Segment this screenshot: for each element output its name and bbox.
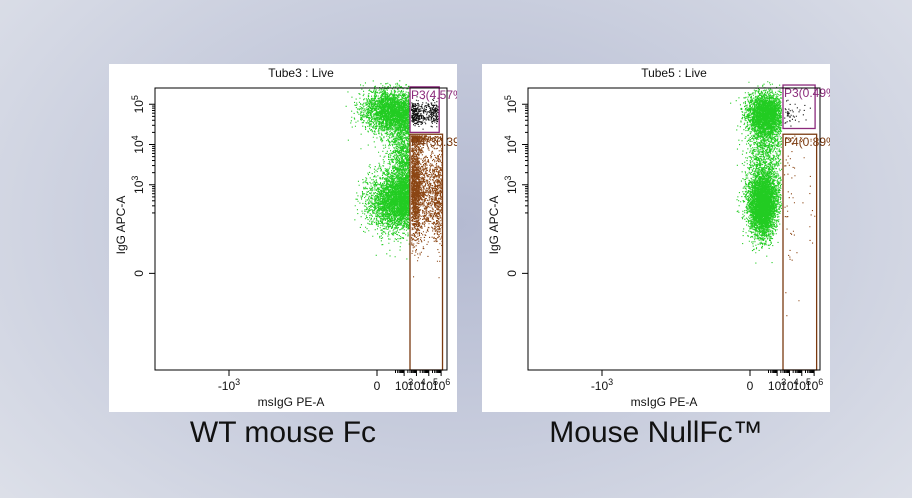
x-axis-label: msIgG PE-A: [631, 395, 698, 409]
y-tick-label: 0: [505, 270, 519, 277]
x-axis-label: msIgG PE-A: [258, 395, 325, 409]
gate-label-p4: P4(0.89%): [784, 135, 830, 149]
x-tick-label: 106: [432, 377, 450, 393]
y-axis: 0 103 104 105: [503, 95, 528, 277]
y-axis-label: IgG APC-A: [114, 196, 128, 255]
population-3: [784, 99, 811, 127]
plot-frame: [527, 87, 821, 371]
population-0: [345, 80, 411, 150]
y-axis-label: IgG APC-A: [487, 196, 501, 255]
y-tick-label: 0: [132, 270, 146, 277]
y-tick-label: 104: [130, 135, 146, 153]
flow-plot-nullfc: Tube5 : Live P3(0.49%) P4(0.89%) -103 0 103 10…: [482, 64, 830, 412]
population-3: [411, 96, 440, 130]
population-2: [354, 150, 411, 260]
plot-frame: [154, 87, 448, 371]
scatter-plot-wt: Tube3 : Live P3(4.57%) P4(30.39%) -103 0 103 1…: [114, 66, 457, 409]
gate-p3: [409, 86, 440, 134]
flow-plot-wt: Tube3 : Live P3(4.57%) P4(30.39%) -103 0 103 1…: [109, 64, 457, 412]
x-tick-label: 0: [374, 379, 381, 393]
x-tick-label: 0: [747, 379, 754, 393]
y-axis: 0 103 104 105: [130, 95, 155, 277]
population-4: [411, 135, 443, 279]
caption-nullfc: Mouse NullFc™: [549, 416, 763, 449]
caption-wt: WT mouse Fc: [189, 416, 377, 449]
population-4: [784, 135, 816, 317]
y-tick-label: 103: [130, 176, 146, 194]
gate-p4: [782, 133, 818, 371]
y-tick-label: 105: [130, 95, 146, 113]
events: [345, 80, 443, 279]
gate-p3: [782, 84, 816, 130]
gate-label-p3: P3(0.49%): [784, 86, 830, 100]
x-tick-label: -103: [591, 377, 613, 393]
y-tick-label: 103: [503, 176, 519, 194]
population-2: [736, 156, 782, 264]
gate-label-p3: P3(4.57%): [411, 88, 457, 102]
events: [730, 81, 816, 317]
plot-title: Tube3 : Live: [268, 66, 334, 80]
gate-label-p4: P4(30.39%): [411, 135, 457, 149]
scatter-plot-nullfc: Tube5 : Live P3(0.49%) P4(0.89%) -103 0 103 10…: [487, 66, 830, 409]
plot-title: Tube5 : Live: [641, 66, 707, 80]
y-tick-label: 105: [503, 95, 519, 113]
x-tick-label: 106: [805, 377, 823, 393]
y-tick-label: 104: [503, 135, 519, 153]
x-tick-label: -103: [218, 377, 240, 393]
